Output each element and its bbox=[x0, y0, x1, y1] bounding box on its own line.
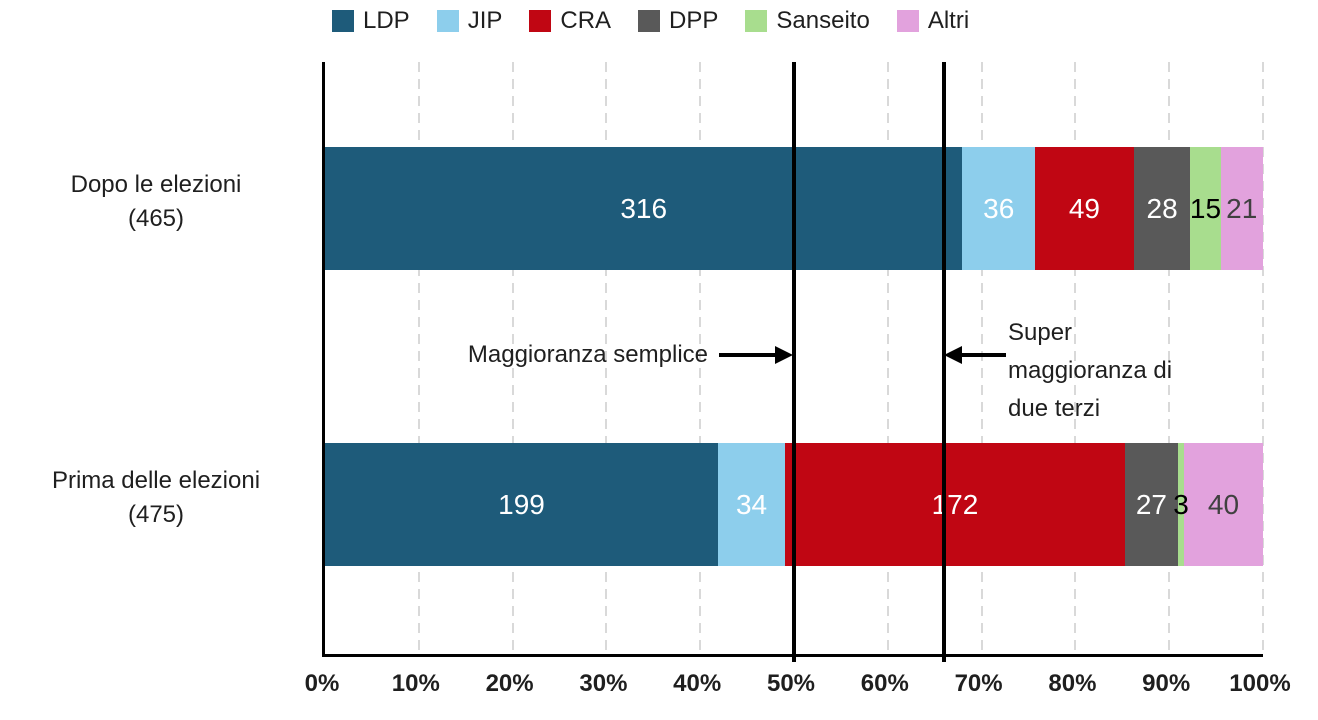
x-tick-label: 50% bbox=[766, 670, 816, 697]
annotation-super-majority: Super maggioranza di due terzi bbox=[1008, 314, 1238, 428]
gridline bbox=[1168, 62, 1171, 654]
x-tick-label: 80% bbox=[1048, 670, 1097, 697]
segment-ldp: 199 bbox=[325, 443, 718, 566]
category-label-prima-line1: Prima delle elezioni bbox=[51, 467, 261, 494]
segment-value: 21 bbox=[1226, 192, 1258, 224]
arrow-right-icon bbox=[719, 346, 793, 364]
legend-swatch-icon bbox=[896, 10, 919, 32]
x-tick-label: 70% bbox=[954, 670, 1003, 697]
legend-swatch-icon bbox=[332, 10, 354, 32]
segment-value: 34 bbox=[735, 488, 768, 520]
segment-sanseito: 3 bbox=[1173, 443, 1189, 566]
category-label-prima: Prima delle elezioni (475) bbox=[0, 464, 312, 532]
category-label-prima-total: (475) bbox=[127, 501, 185, 528]
gridline bbox=[1074, 62, 1077, 654]
segment-dpp: 28 bbox=[1133, 147, 1191, 270]
x-tick-label: 60% bbox=[860, 670, 909, 697]
segment-cra: 172 bbox=[785, 443, 1125, 566]
segment-value: 15 bbox=[1189, 192, 1222, 224]
segment-dpp: 27 bbox=[1124, 443, 1179, 566]
segment-altri: 21 bbox=[1220, 147, 1263, 270]
legend-label: JIP bbox=[467, 7, 503, 34]
legend-swatch-icon bbox=[745, 10, 768, 32]
segment-value: 36 bbox=[983, 192, 1015, 224]
segment-value: 316 bbox=[620, 192, 668, 224]
x-tick-label: 100% bbox=[1229, 670, 1291, 697]
legend-label: DPP bbox=[669, 7, 719, 34]
category-label-dopo-line1: Dopo le elezioni bbox=[70, 171, 242, 198]
x-axis: 0% 10% 20% 30% 40% 50% 60% 70% 80% 90% 100% bbox=[305, 670, 1291, 702]
x-tick-label: 90% bbox=[1142, 670, 1191, 697]
gridline bbox=[699, 62, 702, 654]
legend: LDP JIP CRA DPP Sanseito Altri bbox=[332, 8, 969, 34]
segment-value: 172 bbox=[931, 488, 979, 520]
gridline bbox=[511, 62, 514, 654]
category-label-dopo-total: (465) bbox=[127, 205, 185, 232]
gridline bbox=[605, 62, 608, 654]
simple-majority-line bbox=[792, 62, 796, 662]
annotation-simple-majority: Maggioranza semplice bbox=[467, 341, 708, 368]
legend-label: LDP bbox=[363, 7, 410, 34]
supermajority-line bbox=[942, 62, 947, 662]
gridline bbox=[417, 62, 420, 654]
gridline bbox=[1262, 62, 1264, 654]
segment-value: 28 bbox=[1146, 192, 1178, 224]
segment-altri: 40 bbox=[1183, 443, 1263, 566]
bar-row-prima: 199 34 172 27 3 40 bbox=[325, 443, 1263, 566]
segment-value: 3 bbox=[1173, 488, 1189, 520]
legend-swatch-icon bbox=[529, 10, 552, 32]
arrow-left-icon bbox=[944, 346, 1006, 364]
x-tick-label: 40% bbox=[673, 670, 722, 697]
segment-value: 40 bbox=[1207, 488, 1240, 520]
legend-label: CRA bbox=[560, 7, 612, 34]
segment-jip: 36 bbox=[962, 147, 1036, 270]
plot-area: 316 36 49 28 15 21 199 34 172 27 3 40 bbox=[322, 62, 1264, 662]
legend-item-altri: Altri bbox=[896, 7, 970, 34]
segment-sanseito: 15 bbox=[1189, 147, 1222, 270]
bar-row-dopo: 316 36 49 28 15 21 bbox=[325, 147, 1263, 270]
segment-ldp: 316 bbox=[325, 147, 963, 270]
annotation-super-line1: Super bbox=[1008, 319, 1073, 346]
category-label-dopo: Dopo le elezioni (465) bbox=[0, 168, 312, 236]
segment-value: 199 bbox=[498, 488, 545, 520]
legend-item-sanseito: Sanseito bbox=[745, 7, 870, 34]
gridline bbox=[980, 62, 983, 654]
segment-value: 27 bbox=[1135, 488, 1167, 520]
legend-label: Sanseito bbox=[776, 7, 870, 34]
x-tick-label: 0% bbox=[304, 670, 340, 697]
gridline bbox=[886, 62, 889, 654]
segment-jip: 34 bbox=[717, 443, 786, 566]
segment-cra: 49 bbox=[1035, 147, 1134, 270]
annotation-super-line3: due terzi bbox=[1008, 395, 1101, 422]
legend-swatch-icon bbox=[436, 10, 459, 32]
legend-item-jip: JIP bbox=[436, 7, 503, 34]
legend-item-dpp: DPP bbox=[638, 8, 718, 34]
x-tick-label: 20% bbox=[485, 670, 534, 697]
legend-label: Altri bbox=[927, 7, 970, 34]
legend-swatch-icon bbox=[638, 10, 661, 32]
annotation-super-line2: maggioranza di bbox=[1008, 357, 1173, 384]
x-tick-label: 10% bbox=[391, 670, 440, 697]
x-tick-label: 30% bbox=[579, 670, 628, 697]
segment-value: 49 bbox=[1068, 192, 1101, 224]
legend-item-cra: CRA bbox=[529, 8, 611, 34]
legend-item-ldp: LDP bbox=[332, 8, 410, 34]
